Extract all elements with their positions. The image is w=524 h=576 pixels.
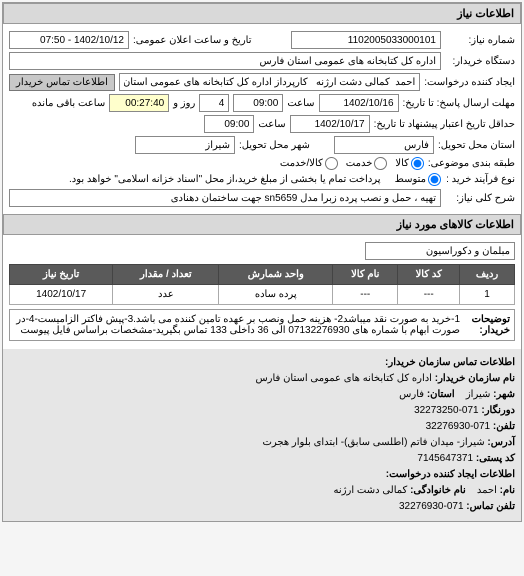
- label-purchase-type: نوع فرآیند خرید :: [445, 174, 515, 185]
- contact-phone2-label: تلفن تماس:: [466, 501, 515, 512]
- label-creator: ایجاد کننده درخواست:: [424, 77, 515, 88]
- col-name: نام کالا: [333, 265, 398, 285]
- buyer-contact-button[interactable]: اطلاعات تماس خریدار: [9, 74, 115, 91]
- contact-family: کمالی دشت ارژنه: [334, 485, 408, 496]
- goods-table: ردیف کد کالا نام کالا واحد شمارش تعداد /…: [9, 264, 515, 305]
- radio-medium[interactable]: متوسط: [395, 173, 441, 186]
- contact-address-label: آدرس:: [487, 437, 515, 448]
- label-budget-group: طبقه بندی موضوعی:: [428, 158, 515, 169]
- contact-name: احمد: [477, 485, 497, 496]
- radio-both-label: کالا/خدمت: [280, 158, 323, 169]
- min-valid-time-input[interactable]: [204, 115, 254, 133]
- radio-medium-label: متوسط: [395, 174, 426, 185]
- radio-both[interactable]: کالا/خدمت: [280, 157, 338, 170]
- radio-both-input[interactable]: [325, 157, 338, 170]
- min-valid-date-input[interactable]: [290, 115, 370, 133]
- contact-req-creator-label: اطلاعات ایجاد کننده درخواست:: [9, 467, 515, 483]
- label-time-1: ساعت: [287, 98, 314, 109]
- contact-city-label: شهر:: [493, 389, 515, 400]
- label-announce: تاریخ و ساعت اعلان عمومی:: [133, 35, 252, 46]
- contact-postal: 7145647371: [417, 453, 473, 464]
- time-remain-input: [109, 94, 169, 112]
- col-row: ردیف: [460, 265, 515, 285]
- col-date: تاریخ نیاز: [10, 265, 113, 285]
- label-delivery-province: استان محل تحویل:: [438, 140, 515, 151]
- contact-fax: 071-32273250: [414, 405, 479, 416]
- days-remain-input: [199, 94, 229, 112]
- label-deadline-send: مهلت ارسال پاسخ: تا تاریخ:: [403, 98, 515, 109]
- cell-unit: پرده ساده: [219, 285, 333, 305]
- table-row[interactable]: 1 --- --- پرده ساده عدد 1402/10/17: [10, 285, 515, 305]
- contact-fax-label: دورنگار:: [481, 405, 515, 416]
- deadline-time-input[interactable]: [233, 94, 283, 112]
- contact-section: اطلاعات تماس سازمان خریدار: نام سازمان خ…: [3, 349, 521, 521]
- label-days-suffix: روز و: [173, 98, 195, 109]
- radio-khedmat[interactable]: خدمت: [346, 157, 388, 170]
- col-qty: تعداد / مقدار: [113, 265, 219, 285]
- buyer-org-input[interactable]: [9, 52, 441, 70]
- goods-toolbar-input[interactable]: [365, 242, 515, 260]
- cell-code: ---: [398, 285, 460, 305]
- col-unit: واحد شمارش: [219, 265, 333, 285]
- contact-phone2: 071-32276930: [399, 501, 464, 512]
- contact-postal-label: کد پستی:: [476, 453, 515, 464]
- section-header-goods: اطلاعات کالاهای مورد نیاز: [3, 214, 521, 235]
- section-header-need-info: اطلاعات نیاز: [3, 3, 521, 24]
- contact-city: شیراز: [466, 389, 491, 400]
- label-subject: شرح کلی نیاز:: [445, 193, 515, 204]
- radio-khedmat-label: خدمت: [346, 158, 373, 169]
- creator-input[interactable]: [119, 73, 420, 91]
- cell-row: 1: [460, 285, 515, 305]
- contact-phone-label: تلفن:: [493, 421, 515, 432]
- contact-province-label: استان:: [427, 389, 455, 400]
- table-header-row: ردیف کد کالا نام کالا واحد شمارش تعداد /…: [10, 265, 515, 285]
- request-no-input[interactable]: [291, 31, 441, 49]
- label-min-valid: حداقل تاریخ اعتبار پیشنهاد تا تاریخ:: [374, 119, 515, 130]
- cell-qty: عدد: [113, 285, 219, 305]
- contact-name-label: نام:: [500, 485, 515, 496]
- purchase-note: پرداخت تمام یا بخشی از مبلغ خرید،از محل …: [69, 174, 381, 185]
- col-code: کد کالا: [398, 265, 460, 285]
- label-time-2: ساعت: [258, 119, 285, 130]
- contact-province: فارس: [399, 389, 424, 400]
- label-delivery-city: شهر محل تحویل:: [239, 140, 310, 151]
- cell-date: 1402/10/17: [10, 285, 113, 305]
- contact-org-label: نام سازمان خریدار:: [435, 373, 515, 384]
- subject-input[interactable]: [9, 189, 441, 207]
- buyer-note-box: توضیحات خریدار: 1-خرید به صورت نقد میباش…: [9, 309, 515, 341]
- radio-kala-label: کالا: [395, 158, 409, 169]
- contact-phone: 071-32276930: [426, 421, 491, 432]
- radio-kala-input[interactable]: [411, 157, 424, 170]
- contact-address: شیراز- میدان فاتم (اطلسی سابق)- ابتدای ب…: [262, 437, 484, 448]
- note-text: 1-خرید به صورت نقد میباشد2- هزینه حمل ون…: [14, 314, 460, 336]
- contact-family-label: نام خانوادگی:: [410, 485, 466, 496]
- radio-medium-input[interactable]: [428, 173, 441, 186]
- deadline-date-input[interactable]: [319, 94, 399, 112]
- radio-kala[interactable]: کالا: [395, 157, 424, 170]
- label-time-suffix: ساعت باقی مانده: [32, 98, 105, 109]
- announce-input[interactable]: [9, 31, 129, 49]
- label-request-no: شماره نیاز:: [445, 35, 515, 46]
- cell-name: ---: [333, 285, 398, 305]
- note-label: توضیحات خریدار:: [460, 314, 510, 336]
- delivery-province-input[interactable]: [334, 136, 434, 154]
- budget-radio-group: کالا خدمت کالا/خدمت: [280, 157, 424, 170]
- label-buyer-org: دستگاه خریدار:: [445, 56, 515, 67]
- radio-khedmat-input[interactable]: [374, 157, 387, 170]
- contact-header: اطلاعات تماس سازمان خریدار:: [9, 355, 515, 371]
- contact-org: اداره کل کتابخانه های عمومی استان فارس: [255, 373, 432, 384]
- delivery-city-input[interactable]: [135, 136, 235, 154]
